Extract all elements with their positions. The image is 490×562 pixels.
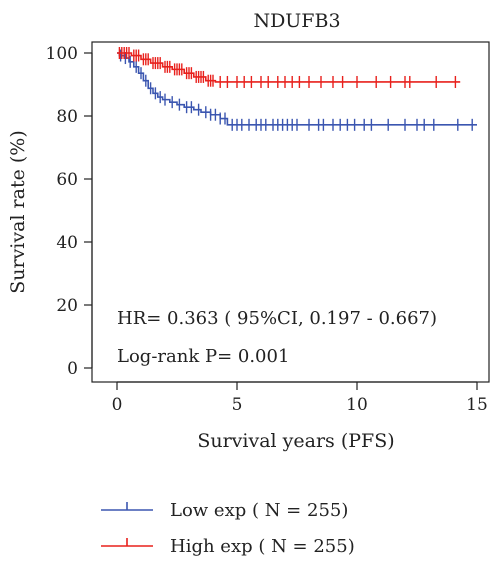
chart-title: NDUFB3 bbox=[253, 10, 340, 32]
x-tick-label: 15 bbox=[466, 395, 488, 415]
y-axis-label: Survival rate (%) bbox=[7, 130, 29, 294]
legend-label-high-exp: High exp ( N = 255) bbox=[170, 536, 355, 557]
y-tick-label: 0 bbox=[67, 359, 78, 379]
x-tick-label: 10 bbox=[346, 395, 368, 415]
y-tick-label: 40 bbox=[56, 233, 78, 253]
y-axis: 0 20 40 60 80 100 bbox=[46, 44, 93, 379]
series-low-exp bbox=[117, 49, 477, 131]
x-axis-label: Survival years (PFS) bbox=[197, 430, 394, 452]
legend-item-high-exp: High exp ( N = 255) bbox=[101, 536, 355, 557]
legend: Low exp ( N = 255) High exp ( N = 255) bbox=[101, 500, 355, 557]
y-tick-label: 80 bbox=[56, 107, 78, 127]
y-tick-label: 100 bbox=[46, 44, 78, 64]
series-group bbox=[117, 47, 477, 131]
x-axis: 0 5 10 15 bbox=[112, 381, 488, 415]
survival-curve-line bbox=[117, 52, 461, 83]
y-tick-label: 20 bbox=[56, 296, 78, 316]
legend-item-low-exp: Low exp ( N = 255) bbox=[101, 500, 348, 521]
log-rank-annotation: Log-rank P= 0.001 bbox=[117, 346, 289, 367]
survival-curve-line bbox=[117, 52, 477, 126]
hazard-ratio-annotation: HR= 0.363 ( 95%CI, 0.197 - 0.667) bbox=[117, 308, 437, 329]
x-tick-label: 5 bbox=[232, 395, 243, 415]
y-tick-label: 60 bbox=[56, 170, 78, 190]
legend-label-low-exp: Low exp ( N = 255) bbox=[170, 500, 348, 521]
series-high-exp bbox=[117, 47, 461, 88]
plot-frame bbox=[91, 41, 490, 383]
x-tick-label: 0 bbox=[112, 395, 123, 415]
